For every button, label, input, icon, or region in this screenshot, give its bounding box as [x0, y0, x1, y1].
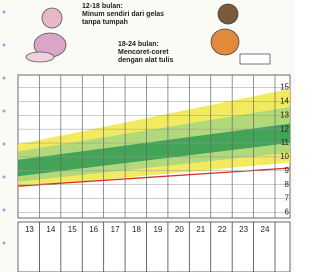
- note: 18-24 bulan:: [118, 41, 159, 48]
- x-tick-label: 20: [175, 225, 184, 234]
- y-tick-label: 9: [285, 166, 290, 175]
- y-tick-label: 6: [285, 208, 290, 217]
- note: dengan alat tulis: [118, 57, 173, 64]
- y-tick-label: 10: [280, 152, 289, 161]
- note: Mencoret-coret: [118, 49, 169, 56]
- x-tick-label: 13: [25, 225, 34, 234]
- x-tick-label: 17: [111, 225, 120, 234]
- y-tick-label: 15: [280, 83, 289, 92]
- x-tick-label: 15: [68, 225, 77, 234]
- note: 12-18 bulan:: [82, 3, 123, 10]
- y-tick-label: 12: [280, 124, 289, 133]
- y-tick-label: 14: [280, 96, 289, 105]
- note: tanpa tumpah: [82, 19, 128, 26]
- x-tick-label: 14: [46, 225, 55, 234]
- y-tick-label: 8: [285, 180, 290, 189]
- x-tick-label: 22: [218, 225, 227, 234]
- x-tick-label: 19: [153, 225, 162, 234]
- y-tick-label: 13: [280, 110, 289, 119]
- x-tick-label: 18: [132, 225, 141, 234]
- note: Minum sendiri dari gelas: [82, 11, 164, 18]
- x-tick-label: 21: [196, 225, 205, 234]
- x-tick-label: 23: [239, 225, 248, 234]
- y-tick-label: 7: [285, 194, 290, 203]
- y-tick-label: 11: [281, 138, 290, 147]
- x-tick-label: 24: [261, 225, 270, 234]
- x-tick-label: 16: [89, 225, 98, 234]
- chart: 12-18 bulan:Minum sendiri dari gelastanp…: [0, 0, 295, 272]
